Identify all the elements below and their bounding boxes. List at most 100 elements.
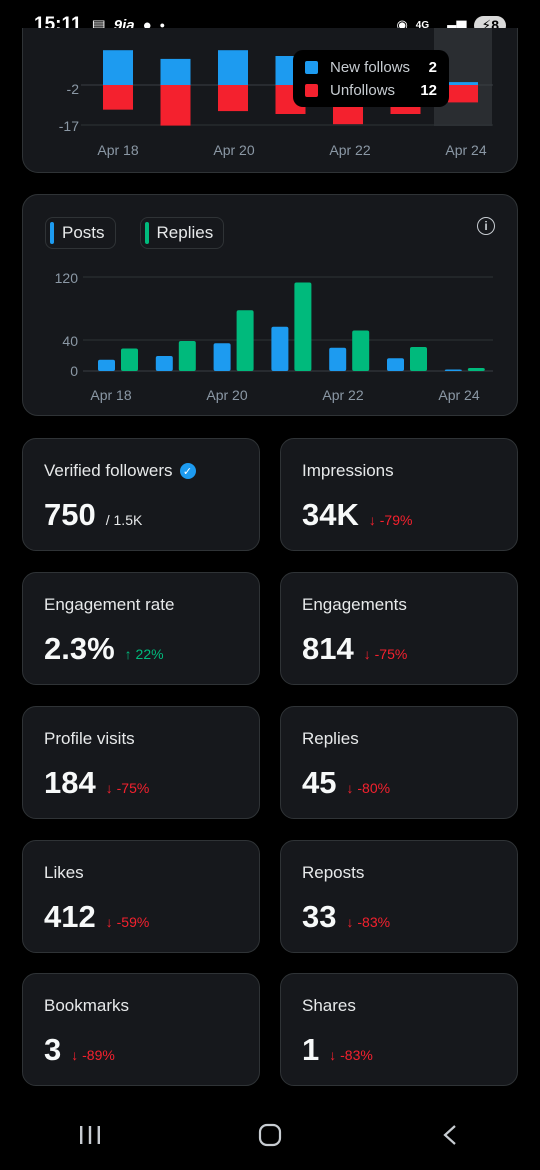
tooltip-row-new-follows: New follows 2 (305, 56, 437, 79)
new-follows-label: New follows (330, 59, 411, 76)
bar-unfollows (448, 85, 478, 103)
unfollows-swatch (305, 84, 318, 97)
metric-label: Engagements (302, 595, 407, 614)
x-tick-label: Apr 18 (90, 387, 131, 403)
metric-label: Replies (302, 729, 359, 748)
metric-label: Verified followers (44, 461, 173, 480)
metric-bookmarks[interactable]: Bookmarks 3 ↓ -89% (22, 973, 260, 1086)
metric-likes[interactable]: Likes 412 ↓ -59% (22, 840, 260, 953)
bar-new-follows (218, 50, 248, 85)
bar-posts (387, 358, 404, 371)
metric-value: 814 (302, 631, 354, 666)
bar-replies (178, 341, 196, 371)
metric-reposts[interactable]: Reposts 33 ↓ -83% (280, 840, 518, 953)
bar-unfollows (160, 85, 191, 126)
back-icon[interactable] (420, 1115, 480, 1155)
dot-icon: ● (159, 20, 166, 30)
new-follows-swatch (305, 61, 318, 74)
recent-apps-icon[interactable] (60, 1115, 120, 1155)
replies-swatch (144, 222, 149, 244)
unfollows-value: 12 (420, 82, 437, 99)
metric-delta: ↓ -80% (346, 780, 391, 796)
x-tick-label: Apr 18 (97, 142, 138, 158)
metric-value: 45 (302, 765, 337, 800)
y-tick-label: 0 (70, 363, 78, 379)
bar-posts (329, 347, 347, 371)
metric-value: 34K (302, 497, 359, 532)
metric-impressions[interactable]: Impressions 34K ↓ -79% (280, 438, 518, 551)
metric-delta: ↓ -79% (368, 512, 413, 528)
bar-new-follows (448, 82, 478, 85)
bar-posts (213, 343, 231, 371)
bar-replies (410, 347, 427, 371)
y-tick-label: 40 (62, 333, 78, 349)
battery-level: 8 (491, 16, 499, 33)
bar-unfollows (103, 85, 133, 110)
x-tick-label: Apr 22 (322, 387, 363, 403)
metric-value: 412 (44, 899, 96, 934)
metric-total: / 1.5K (105, 512, 143, 528)
system-nav-bar (0, 1100, 540, 1170)
metric-delta: ↓ -83% (329, 1047, 373, 1063)
bar-posts (98, 359, 115, 371)
metric-value: 3 (44, 1032, 62, 1067)
legend-replies-label: Replies (156, 223, 214, 242)
metric-shares[interactable]: Shares 1 ↓ -83% (280, 973, 518, 1086)
metric-label: Engagement rate (44, 595, 175, 614)
metric-profile-visits[interactable]: Profile visits 184 ↓ -75% (22, 706, 260, 819)
metric-value: 2.3% (44, 631, 115, 666)
new-follows-value: 2 (428, 59, 437, 76)
bar-new-follows (103, 50, 133, 85)
legend-posts-label: Posts (62, 223, 105, 242)
bar-replies (352, 330, 370, 371)
bar-replies (236, 310, 254, 371)
metric-label: Likes (44, 863, 84, 882)
hotspot-icon: ◉ (396, 17, 408, 32)
posts-replies-chart-card: Posts Replies i 120 40 0 Apr 18 Apr 20 Apr 22… (22, 194, 518, 416)
x-tick-label: Apr 22 (329, 142, 370, 158)
home-icon[interactable] (240, 1115, 300, 1155)
bar-posts (271, 326, 289, 371)
verified-badge-icon: ✓ (179, 463, 196, 479)
metric-replies[interactable]: Replies 45 ↓ -80% (280, 706, 518, 819)
metric-engagement-rate[interactable]: Engagement rate 2.3% ↑ 22% (22, 572, 260, 685)
bar-replies (467, 368, 485, 371)
posts-replies-chart[interactable]: 120 40 0 Apr 18 Apr 20 Apr 22 Apr 24 (23, 195, 519, 417)
tooltip-row-unfollows: Unfollows 12 (305, 79, 437, 102)
unfollows-label: Unfollows (330, 82, 396, 99)
info-icon[interactable]: i (477, 217, 495, 235)
legend-posts[interactable]: Posts (45, 217, 116, 249)
bar-replies (294, 282, 312, 371)
x-tick-label: Apr 20 (213, 142, 254, 158)
metric-delta: ↓ -75% (363, 646, 408, 662)
bar-new-follows (160, 58, 191, 85)
metric-value: 33 (302, 899, 337, 934)
x-tick-label: Apr 20 (206, 387, 247, 403)
x-tick-label: Apr 24 (445, 142, 486, 158)
legend-replies[interactable]: Replies (139, 217, 225, 249)
y-tick-label: -2 (67, 81, 80, 97)
metric-label: Shares (302, 996, 356, 1015)
metric-delta: ↓ -83% (346, 914, 391, 930)
bar-posts (155, 356, 173, 371)
metric-value: 750 (44, 497, 96, 532)
bar-unfollows (218, 85, 248, 112)
metric-delta: ↓ -89% (71, 1047, 115, 1063)
posts-swatch (50, 222, 54, 244)
y-tick-label: 120 (55, 270, 79, 286)
metric-engagements[interactable]: Engagements 814 ↓ -75% (280, 572, 518, 685)
metric-label: Impressions (302, 461, 394, 480)
chat-icon: ● (142, 16, 152, 34)
follows-tooltip: New follows 2 Unfollows 12 (293, 50, 449, 107)
bar-replies (121, 348, 138, 371)
chart-legend: Posts Replies (45, 217, 225, 249)
y-tick-label: -17 (59, 118, 79, 134)
metric-delta: ↓ -59% (105, 914, 150, 930)
bar-posts (444, 369, 462, 371)
metric-value: 1 (302, 1032, 320, 1067)
network-type: 4G (415, 19, 430, 31)
metric-delta: ↑ 22% (124, 646, 164, 662)
metric-verified-followers[interactable]: Verified followers ✓ 750 / 1.5K (22, 438, 260, 551)
metric-label: Bookmarks (44, 996, 130, 1015)
metric-value: 184 (44, 765, 96, 800)
